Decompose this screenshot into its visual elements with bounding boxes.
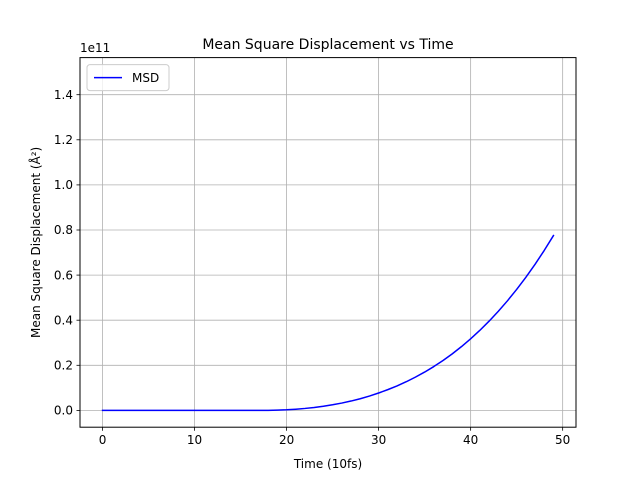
legend: MSD — [86, 64, 170, 92]
x-tick-label: 40 — [463, 433, 478, 447]
y-tick-label: 0.4 — [54, 313, 73, 327]
chart-title: Mean Square Displacement vs Time — [202, 37, 453, 53]
y-axis-label: Mean Square Displacement (Å²) — [28, 147, 43, 338]
plot-area-frame — [79, 57, 577, 428]
y-tick-label: 0.2 — [54, 358, 73, 372]
x-tick-label: 30 — [371, 433, 386, 447]
legend-box — [86, 64, 170, 92]
series-line-msd — [101, 234, 555, 412]
y-tick-label: 0.6 — [54, 268, 73, 282]
y-tick-label: 1.4 — [54, 88, 73, 102]
grid-lines — [80, 57, 576, 428]
x-tick-label: 0 — [99, 433, 107, 447]
y-axis-offset-label: 1e11 — [80, 41, 110, 55]
x-axis-ticks: 0 10 20 30 40 50 — [99, 427, 570, 447]
x-tick-label: 10 — [187, 433, 202, 447]
x-tick-label: 50 — [555, 433, 570, 447]
series-layer — [101, 234, 555, 412]
x-tick-label: 20 — [279, 433, 294, 447]
y-tick-label: 0.0 — [54, 404, 73, 418]
y-tick-label: 1.2 — [54, 133, 73, 147]
x-axis-label: Time (10fs) — [293, 457, 362, 471]
y-tick-label: 0.8 — [54, 223, 73, 237]
y-tick-label: 1.0 — [54, 178, 73, 192]
legend-label-msd: MSD — [132, 71, 159, 85]
y-axis-ticks: 0.0 0.2 0.4 0.6 0.8 1.0 1.2 1.4 — [54, 88, 80, 418]
